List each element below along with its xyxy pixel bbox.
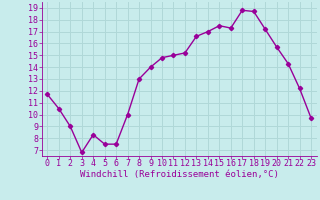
X-axis label: Windchill (Refroidissement éolien,°C): Windchill (Refroidissement éolien,°C) bbox=[80, 170, 279, 179]
